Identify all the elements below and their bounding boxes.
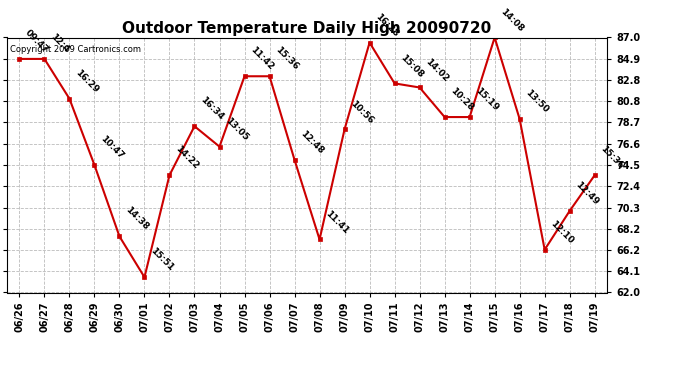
Text: 10:56: 10:56 <box>348 99 375 125</box>
Text: 16:29: 16:29 <box>74 68 100 94</box>
Text: 14:22: 14:22 <box>174 144 200 171</box>
Text: 12:49: 12:49 <box>574 180 600 207</box>
Text: 09:47: 09:47 <box>23 28 50 55</box>
Text: 14:02: 14:02 <box>424 57 451 83</box>
Text: 16:34: 16:34 <box>199 95 226 122</box>
Title: Outdoor Temperature Daily High 20090720: Outdoor Temperature Daily High 20090720 <box>122 21 492 36</box>
Text: 12:4: 12:4 <box>48 33 71 55</box>
Text: 10:28: 10:28 <box>448 86 475 113</box>
Text: 12:10: 12:10 <box>549 219 575 246</box>
Text: 16:28: 16:28 <box>374 12 400 38</box>
Text: 15:08: 15:08 <box>399 53 425 79</box>
Text: 15:19: 15:19 <box>474 86 500 113</box>
Text: 12:48: 12:48 <box>299 129 326 156</box>
Text: 13:05: 13:05 <box>224 116 250 142</box>
Text: 10:47: 10:47 <box>99 134 126 161</box>
Text: Copyright 2009 Cartronics.com: Copyright 2009 Cartronics.com <box>10 45 141 54</box>
Text: 15:36: 15:36 <box>599 144 625 171</box>
Text: 15:36: 15:36 <box>274 45 300 72</box>
Text: 15:51: 15:51 <box>148 246 175 273</box>
Text: 14:08: 14:08 <box>499 7 525 33</box>
Text: 13:50: 13:50 <box>524 88 551 115</box>
Text: 11:41: 11:41 <box>324 209 351 235</box>
Text: 11:42: 11:42 <box>248 45 275 72</box>
Text: 14:38: 14:38 <box>124 206 150 232</box>
